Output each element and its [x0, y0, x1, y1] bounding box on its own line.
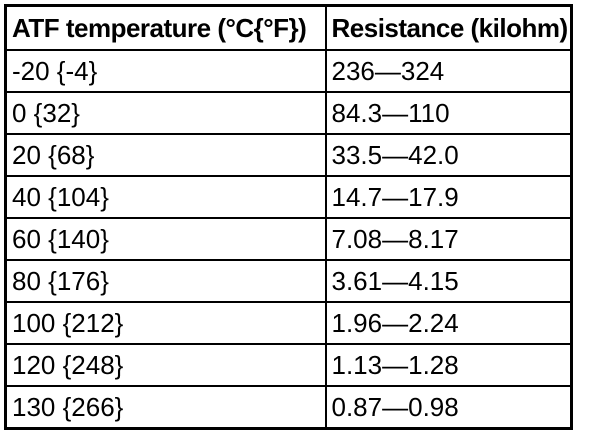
temperature-cell: 80 {176} [4, 259, 327, 303]
temperature-cell: 100 {212} [4, 301, 327, 345]
table-container: ATF temperature (°C{°F}) Resistance (kil… [4, 4, 573, 430]
resistance-cell: 84.3—110 [324, 91, 573, 135]
table-row: 100 {212} 1.96—2.24 [4, 301, 573, 345]
table-row: 60 {140} 7.08—8.17 [4, 217, 573, 261]
resistance-cell: 1.96—2.24 [324, 301, 573, 345]
temperature-cell: 20 {68} [4, 133, 327, 177]
table-row: 130 {266} 0.87—0.98 [4, 385, 573, 430]
temperature-cell: 40 {104} [4, 175, 327, 219]
header-row: ATF temperature (°C{°F}) Resistance (kil… [4, 4, 573, 51]
col-header-atf-temperature: ATF temperature (°C{°F}) [4, 4, 327, 51]
temperature-cell: 60 {140} [4, 217, 327, 261]
resistance-cell: 33.5—42.0 [324, 133, 573, 177]
resistance-cell: 7.08—8.17 [324, 217, 573, 261]
table-row: 80 {176} 3.61—4.15 [4, 259, 573, 303]
resistance-cell: 14.7—17.9 [324, 175, 573, 219]
table-row: 0 {32} 84.3—110 [4, 91, 573, 135]
table-row: -20 {-4} 236—324 [4, 49, 573, 93]
temperature-cell: 130 {266} [4, 385, 327, 430]
temperature-cell: 120 {248} [4, 343, 327, 387]
resistance-cell: 236—324 [324, 49, 573, 93]
resistance-cell: 3.61—4.15 [324, 259, 573, 303]
col-header-resistance: Resistance (kilohm) [324, 4, 573, 51]
resistance-cell: 1.13—1.28 [324, 343, 573, 387]
temperature-cell: 0 {32} [4, 91, 327, 135]
table-row: 20 {68} 33.5—42.0 [4, 133, 573, 177]
table-row: 40 {104} 14.7—17.9 [4, 175, 573, 219]
atf-resistance-table: ATF temperature (°C{°F}) Resistance (kil… [4, 4, 573, 430]
resistance-cell: 0.87—0.98 [324, 385, 573, 430]
table-row: 120 {248} 1.13—1.28 [4, 343, 573, 387]
temperature-cell: -20 {-4} [4, 49, 327, 93]
